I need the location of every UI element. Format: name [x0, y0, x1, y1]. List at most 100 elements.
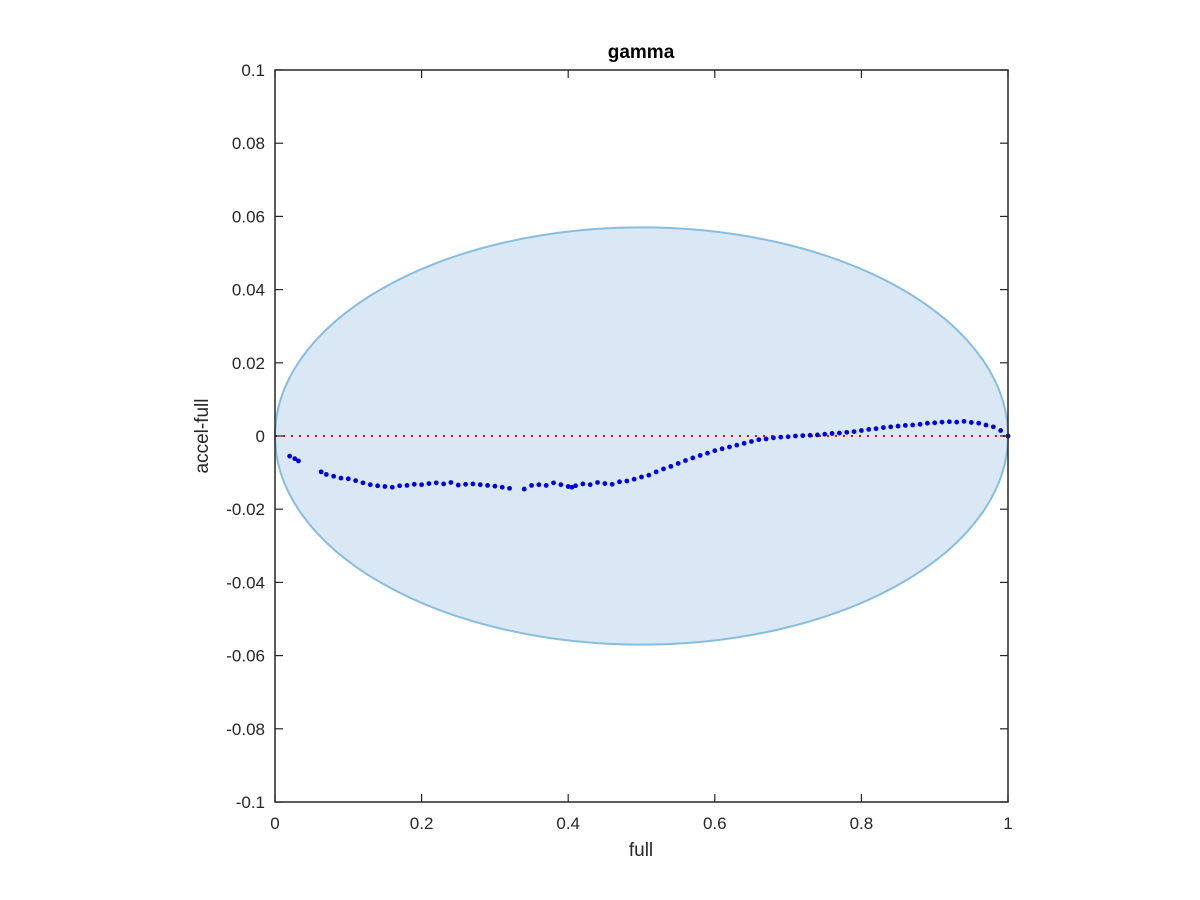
data-point	[507, 485, 512, 491]
data-point	[382, 484, 388, 489]
data-point	[771, 435, 776, 441]
data-point	[646, 472, 652, 478]
data-point	[822, 431, 828, 437]
data-point	[389, 484, 395, 490]
data-point	[587, 482, 593, 488]
data-point	[859, 428, 864, 433]
data-point	[536, 482, 542, 488]
data-point	[433, 480, 439, 486]
y-tick-label: 0.1	[241, 61, 265, 80]
data-point	[800, 433, 806, 439]
chart-title: gamma	[608, 42, 675, 63]
x-tick-label: 0.4	[556, 814, 580, 833]
data-point	[778, 434, 784, 440]
data-point	[829, 431, 835, 436]
data-point	[888, 424, 894, 430]
y-axis-label: accel-full	[192, 399, 213, 474]
data-point	[624, 478, 630, 484]
data-point	[976, 420, 982, 426]
data-point	[697, 452, 703, 458]
data-point	[661, 466, 666, 472]
data-point	[675, 461, 681, 466]
data-point	[455, 482, 461, 488]
data-point	[609, 481, 615, 487]
y-tick-label: -0.04	[226, 573, 265, 592]
data-point	[851, 429, 857, 435]
data-point	[756, 437, 762, 443]
data-point	[712, 448, 718, 454]
data-point	[521, 486, 527, 492]
data-point	[448, 480, 454, 485]
data-point	[292, 456, 298, 462]
data-point	[485, 483, 490, 488]
data-point	[318, 469, 324, 475]
data-point	[331, 473, 337, 479]
data-point	[569, 484, 575, 490]
data-point	[815, 432, 820, 438]
data-point	[345, 476, 351, 482]
x-tick-label: 0.8	[850, 814, 874, 833]
x-tick-label: 0.2	[410, 814, 434, 833]
data-point	[763, 436, 769, 442]
data-point	[683, 458, 688, 463]
data-point	[397, 483, 403, 489]
data-point	[910, 422, 916, 428]
data-point	[939, 419, 945, 425]
data-point	[844, 429, 850, 435]
y-tick-label: 0.02	[232, 354, 265, 373]
y-tick-label: 0.06	[232, 207, 265, 226]
data-point	[990, 424, 996, 430]
data-point	[961, 418, 967, 424]
data-point	[880, 425, 886, 430]
data-point	[639, 474, 644, 480]
data-point	[595, 480, 600, 485]
data-point	[866, 427, 872, 432]
data-point	[573, 483, 578, 489]
data-point	[705, 450, 710, 456]
data-point	[419, 482, 424, 488]
y-tick-label: -0.1	[236, 793, 265, 812]
data-point	[360, 480, 366, 486]
data-point	[463, 481, 468, 487]
data-point	[924, 420, 930, 426]
data-point	[741, 440, 747, 446]
data-point	[727, 444, 732, 450]
x-axis-label: full	[629, 840, 653, 861]
data-point	[873, 426, 879, 432]
data-point	[946, 419, 952, 425]
shaded-region	[274, 226, 1009, 646]
y-tick-label: -0.08	[226, 720, 265, 739]
data-point	[353, 478, 359, 484]
data-point	[565, 484, 571, 489]
data-point	[917, 421, 923, 427]
data-point	[404, 483, 410, 488]
data-point	[296, 458, 301, 464]
data-point	[932, 420, 938, 426]
y-ticks: 0.1 0.08 0.06 0.04 0.02 0 -0.02 -0.04 -0.06 -0.08…	[226, 61, 1008, 812]
data-point	[375, 483, 381, 489]
data-point	[895, 423, 901, 429]
data-point	[902, 422, 908, 428]
data-point	[653, 469, 659, 475]
data-point	[734, 442, 740, 448]
x-tick-label: 0.6	[703, 814, 727, 833]
x-tick-label: 1	[1003, 814, 1012, 833]
data-point	[954, 419, 960, 425]
data-point	[837, 430, 842, 436]
data-point	[338, 475, 344, 481]
data-point	[411, 481, 417, 487]
region-layer	[274, 226, 1009, 646]
data-point	[785, 434, 791, 440]
data-point	[983, 422, 989, 428]
y-tick-label: -0.06	[226, 647, 265, 666]
data-points	[287, 418, 1011, 492]
data-point	[968, 420, 974, 425]
data-point	[793, 433, 798, 439]
y-tick-label: 0	[256, 427, 265, 446]
data-point	[690, 455, 696, 461]
data-point	[470, 481, 476, 487]
data-point	[441, 481, 446, 487]
y-tick-label: 0.04	[232, 281, 265, 300]
data-point	[543, 483, 549, 488]
